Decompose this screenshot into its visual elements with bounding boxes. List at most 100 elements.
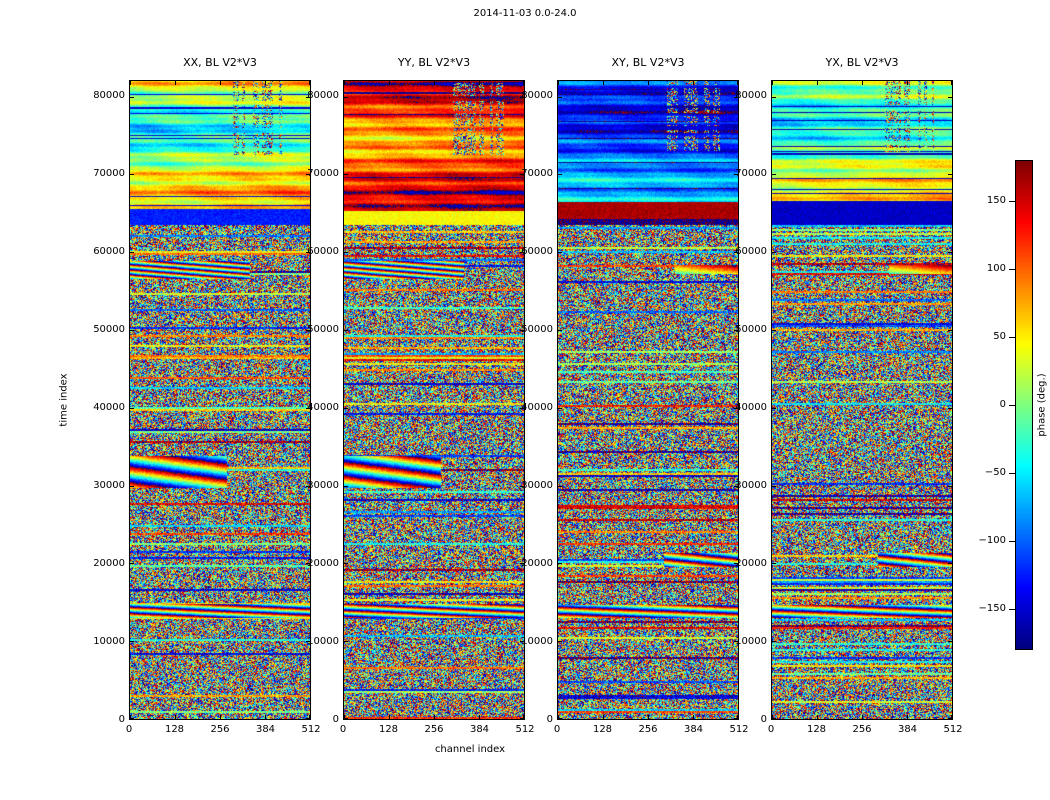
x-tick-label: 384 [255, 724, 276, 735]
x-tick-mark [344, 81, 345, 85]
x-tick-label: 384 [469, 724, 490, 735]
x-tick-mark [130, 81, 131, 85]
heatmap-panel-xx [129, 80, 311, 720]
y-tick-mark [520, 486, 524, 487]
y-tick-mark [130, 718, 134, 719]
y-tick-mark [948, 174, 952, 175]
y-tick-mark [306, 174, 310, 175]
y-tick-mark [130, 97, 134, 98]
x-tick-mark [309, 81, 310, 85]
y-tick-mark [772, 408, 776, 409]
y-tick-mark [948, 563, 952, 564]
y-tick-mark [130, 641, 134, 642]
y-tick-label: 20000 [307, 557, 339, 569]
y-tick-mark [344, 174, 348, 175]
y-tick-mark [130, 486, 134, 487]
y-tick-label: 80000 [93, 89, 125, 101]
y-tick-mark [344, 486, 348, 487]
y-tick-mark [558, 486, 562, 487]
y-tick-label: 20000 [93, 557, 125, 569]
y-tick-mark [306, 486, 310, 487]
x-tick-mark [603, 715, 604, 719]
x-tick-mark [772, 81, 773, 85]
y-tick-mark [130, 408, 134, 409]
y-axis-label: time index [58, 373, 70, 427]
x-tick-mark [523, 81, 524, 85]
y-tick-mark [520, 718, 524, 719]
y-tick-mark [344, 408, 348, 409]
y-tick-mark [734, 486, 738, 487]
x-tick-mark [220, 715, 221, 719]
x-tick-label: 256 [424, 724, 444, 735]
y-tick-label: 40000 [307, 401, 339, 413]
y-tick-label: 70000 [521, 167, 553, 179]
colorbar-tick-label: 0 [999, 399, 1006, 410]
colorbar-canvas [1016, 161, 1032, 649]
y-tick-mark [734, 641, 738, 642]
y-tick-mark [772, 330, 776, 331]
y-tick-mark [306, 563, 310, 564]
y-tick-label: 80000 [735, 89, 767, 101]
y-tick-label: 70000 [93, 167, 125, 179]
y-tick-mark [558, 718, 562, 719]
y-tick-mark [344, 563, 348, 564]
y-tick-mark [130, 330, 134, 331]
y-tick-mark [306, 408, 310, 409]
y-tick-label: 50000 [735, 323, 767, 335]
x-tick-mark [693, 715, 694, 719]
x-tick-mark [907, 715, 908, 719]
x-tick-label: 128 [806, 724, 827, 735]
x-tick-label: 512 [943, 724, 963, 735]
y-tick-label: 10000 [735, 635, 767, 647]
y-tick-mark [520, 563, 524, 564]
y-tick-mark [948, 641, 952, 642]
x-tick-label: 0 [125, 724, 133, 735]
y-tick-label: 0 [760, 714, 767, 725]
x-tick-mark [220, 81, 221, 85]
y-tick-mark [772, 252, 776, 253]
colorbar-tick-label: 50 [993, 330, 1006, 342]
y-tick-label: 30000 [93, 479, 125, 491]
x-tick-mark [951, 81, 952, 85]
x-tick-mark [648, 81, 649, 85]
y-tick-label: 70000 [307, 167, 339, 179]
y-tick-label: 50000 [307, 323, 339, 335]
x-tick-label: 128 [592, 724, 613, 735]
y-tick-label: 0 [118, 714, 125, 725]
colorbar-tick-mark [1009, 269, 1015, 270]
colorbar-tick-mark [1009, 405, 1015, 406]
x-tick-label: 384 [683, 724, 704, 735]
x-tick-mark [479, 81, 480, 85]
y-tick-mark [948, 718, 952, 719]
colorbar-tick-label: 100 [986, 262, 1006, 274]
y-tick-mark [558, 408, 562, 409]
y-tick-mark [734, 330, 738, 331]
x-tick-mark [817, 715, 818, 719]
y-tick-mark [520, 408, 524, 409]
y-tick-mark [734, 563, 738, 564]
y-tick-mark [306, 252, 310, 253]
x-tick-label: 384 [897, 724, 918, 735]
y-tick-label: 10000 [521, 635, 553, 647]
y-tick-mark [948, 330, 952, 331]
y-tick-label: 70000 [735, 167, 767, 179]
x-tick-mark [175, 81, 176, 85]
y-tick-mark [734, 174, 738, 175]
x-tick-mark [130, 715, 131, 719]
x-tick-mark [817, 81, 818, 85]
y-tick-label: 0 [546, 714, 553, 725]
x-tick-mark [737, 81, 738, 85]
y-tick-mark [130, 563, 134, 564]
x-tick-mark [907, 81, 908, 85]
y-tick-label: 50000 [93, 323, 125, 335]
x-tick-label: 0 [553, 724, 561, 735]
y-tick-mark [948, 252, 952, 253]
colorbar [1015, 160, 1033, 650]
x-tick-mark [389, 715, 390, 719]
y-tick-mark [344, 330, 348, 331]
y-tick-label: 60000 [93, 245, 125, 257]
y-tick-label: 50000 [521, 323, 553, 335]
y-tick-label: 60000 [735, 245, 767, 257]
y-tick-mark [948, 486, 952, 487]
y-tick-mark [520, 97, 524, 98]
